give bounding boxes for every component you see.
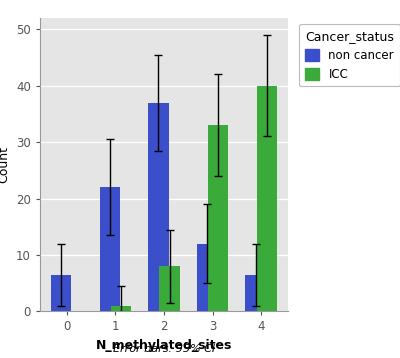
Bar: [51, 275, 71, 311]
Bar: [208, 125, 228, 311]
Legend: non cancer, ICC: non cancer, ICC: [299, 24, 400, 87]
Bar: [246, 275, 266, 311]
Text: Error bars: 95% CI: Error bars: 95% CI: [113, 344, 215, 354]
Bar: [111, 306, 131, 311]
Bar: [100, 187, 120, 311]
Bar: [159, 266, 180, 311]
X-axis label: N_methylated_sites: N_methylated_sites: [96, 339, 232, 352]
Bar: [197, 244, 217, 311]
Y-axis label: Count: Count: [0, 146, 10, 183]
Bar: [257, 86, 277, 311]
Bar: [148, 103, 169, 311]
